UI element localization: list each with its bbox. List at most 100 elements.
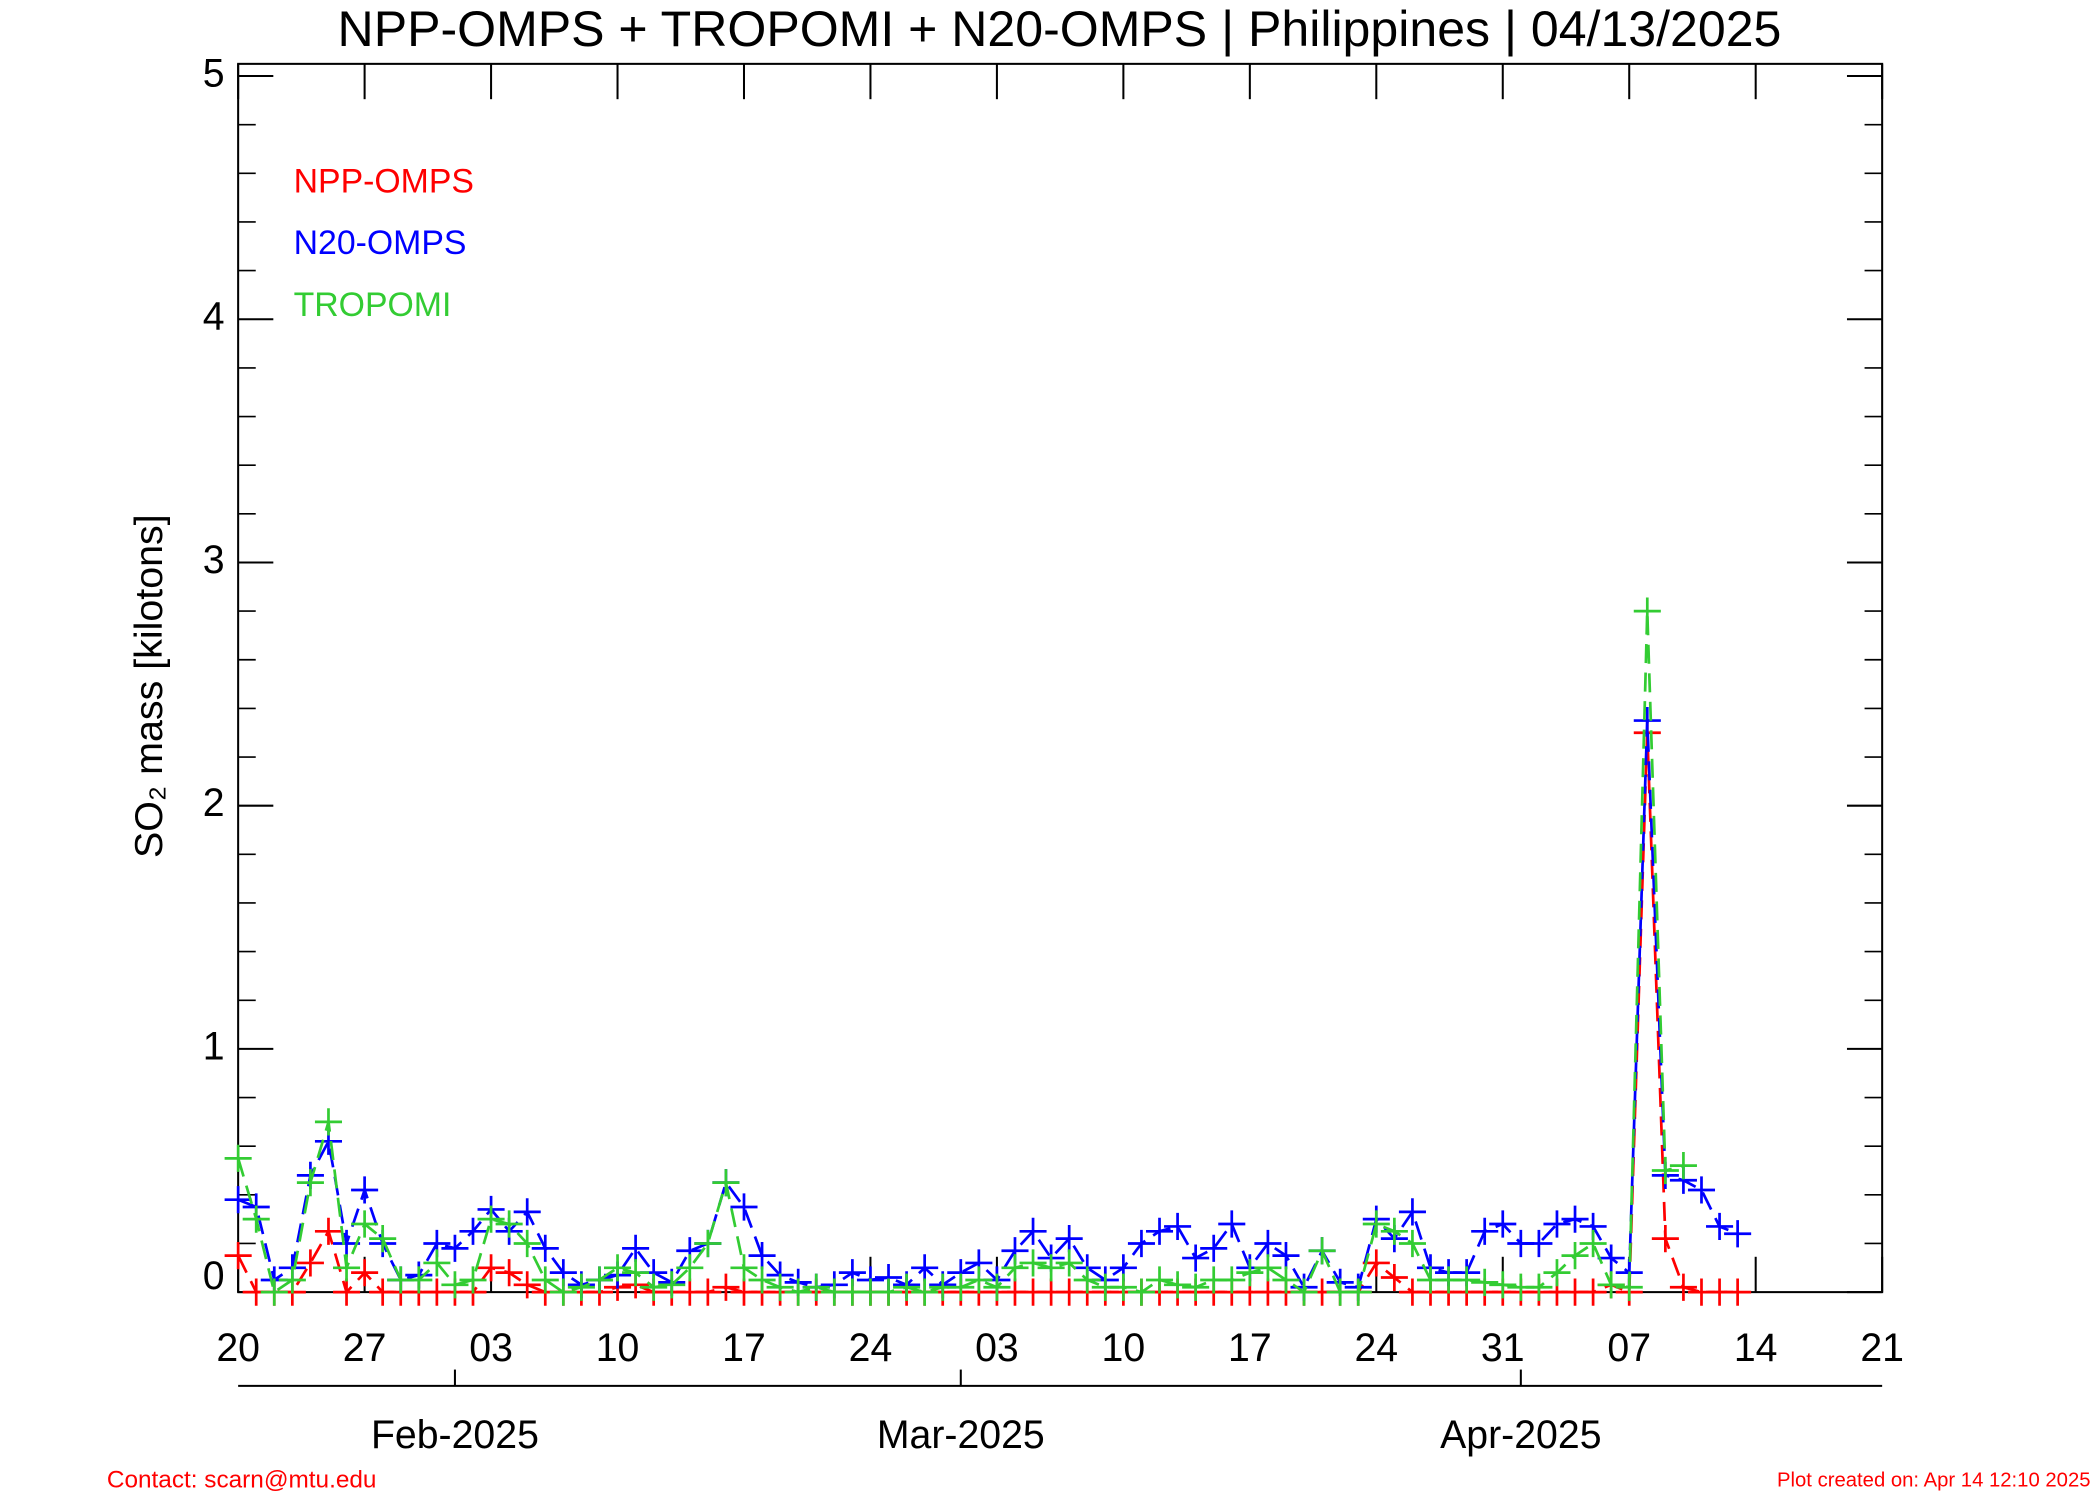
point-marker	[314, 1217, 343, 1245]
series-line	[237, 720, 1739, 1291]
y-tick-label: 0	[203, 1254, 225, 1298]
point-marker	[1019, 1249, 1047, 1277]
point-marker	[712, 1273, 740, 1301]
point-marker	[802, 1273, 830, 1301]
point-marker	[1272, 1266, 1300, 1294]
y-tick-label: 2	[203, 781, 225, 825]
point-marker	[604, 1254, 632, 1282]
point-marker	[531, 1234, 559, 1262]
point-marker	[748, 1266, 776, 1294]
legend-entry: NPP-OMPS	[294, 162, 474, 200]
point-marker	[1380, 1263, 1408, 1292]
point-marker	[1218, 1266, 1246, 1294]
point-marker	[459, 1217, 487, 1245]
point-marker	[495, 1210, 523, 1238]
month-label: Apr-2025	[1440, 1413, 1601, 1457]
point-marker	[694, 1278, 722, 1306]
point-marker	[965, 1266, 993, 1294]
point-marker	[1633, 597, 1661, 625]
month-label: Mar-2025	[877, 1413, 1045, 1457]
x-tick-label: 21	[1860, 1326, 1904, 1370]
point-marker	[441, 1271, 469, 1299]
x-tick-label: 03	[469, 1326, 513, 1370]
point-marker	[1127, 1229, 1155, 1258]
point-marker	[1651, 1225, 1679, 1253]
point-marker	[947, 1273, 975, 1301]
point-marker	[369, 1225, 397, 1253]
point-marker	[694, 1229, 722, 1258]
point-marker	[622, 1234, 650, 1262]
point-marker	[477, 1205, 505, 1233]
point-marker	[1308, 1237, 1336, 1265]
point-marker	[1272, 1242, 1300, 1270]
point-marker	[296, 1169, 324, 1197]
point-marker	[567, 1273, 595, 1301]
point-marker	[441, 1234, 469, 1262]
month-label: Feb-2025	[371, 1413, 539, 1457]
point-marker	[874, 1278, 903, 1306]
point-marker	[1055, 1249, 1083, 1277]
point-marker	[658, 1271, 686, 1299]
x-tick-label: 17	[1228, 1326, 1272, 1370]
x-tick-label: 17	[722, 1326, 766, 1370]
point-marker	[423, 1249, 451, 1277]
point-marker	[1543, 1210, 1571, 1238]
point-marker	[1001, 1254, 1029, 1282]
point-marker	[1615, 1273, 1643, 1301]
point-marker	[784, 1278, 812, 1306]
x-tick-label: 14	[1734, 1326, 1778, 1370]
point-marker	[730, 1193, 758, 1221]
x-tick-label: 24	[849, 1326, 893, 1370]
y-tick-label: 5	[203, 51, 225, 95]
x-tick-label: 20	[216, 1326, 260, 1370]
point-marker	[1489, 1271, 1517, 1299]
point-marker	[1687, 1176, 1716, 1204]
point-marker	[1290, 1278, 1318, 1306]
point-marker	[640, 1273, 668, 1301]
point-marker	[748, 1242, 776, 1270]
point-marker	[495, 1259, 523, 1287]
point-marker	[531, 1266, 559, 1294]
point-marker	[1145, 1266, 1174, 1294]
point-marker	[477, 1254, 505, 1282]
point-marker	[1633, 706, 1661, 735]
point-marker	[1182, 1244, 1210, 1272]
point-marker	[1344, 1278, 1372, 1306]
point-marker	[1037, 1254, 1065, 1282]
point-marker	[513, 1198, 541, 1226]
point-marker	[1127, 1278, 1155, 1306]
point-marker	[1471, 1217, 1499, 1245]
point-marker	[911, 1254, 939, 1282]
point-marker	[1200, 1234, 1228, 1262]
point-marker	[622, 1259, 650, 1287]
point-marker	[1525, 1229, 1553, 1258]
x-tick-label: 24	[1354, 1326, 1398, 1370]
point-marker	[1398, 1198, 1426, 1226]
point-marker	[1398, 1229, 1426, 1258]
point-marker	[1254, 1254, 1282, 1282]
point-marker	[1597, 1271, 1625, 1299]
legend-entry: TROPOMI	[294, 286, 452, 324]
point-marker	[1525, 1273, 1553, 1301]
y-axis-label: SO₂ mass [kilotons]	[127, 514, 171, 858]
point-marker	[730, 1254, 758, 1282]
point-marker	[1471, 1268, 1499, 1296]
point-marker	[351, 1176, 379, 1204]
x-tick-label: 10	[596, 1326, 640, 1370]
point-marker	[1073, 1266, 1101, 1294]
point-marker	[983, 1273, 1011, 1301]
point-marker	[1561, 1205, 1589, 1233]
point-marker	[1543, 1259, 1571, 1287]
point-marker	[314, 1108, 343, 1136]
point-marker	[1362, 1210, 1390, 1238]
point-marker	[1724, 1220, 1752, 1248]
point-marker	[549, 1278, 577, 1306]
point-marker	[1597, 1244, 1625, 1272]
point-marker	[260, 1278, 288, 1306]
point-marker	[712, 1169, 740, 1197]
point-marker	[676, 1254, 704, 1282]
point-marker	[224, 1144, 252, 1172]
point-marker	[351, 1259, 379, 1287]
